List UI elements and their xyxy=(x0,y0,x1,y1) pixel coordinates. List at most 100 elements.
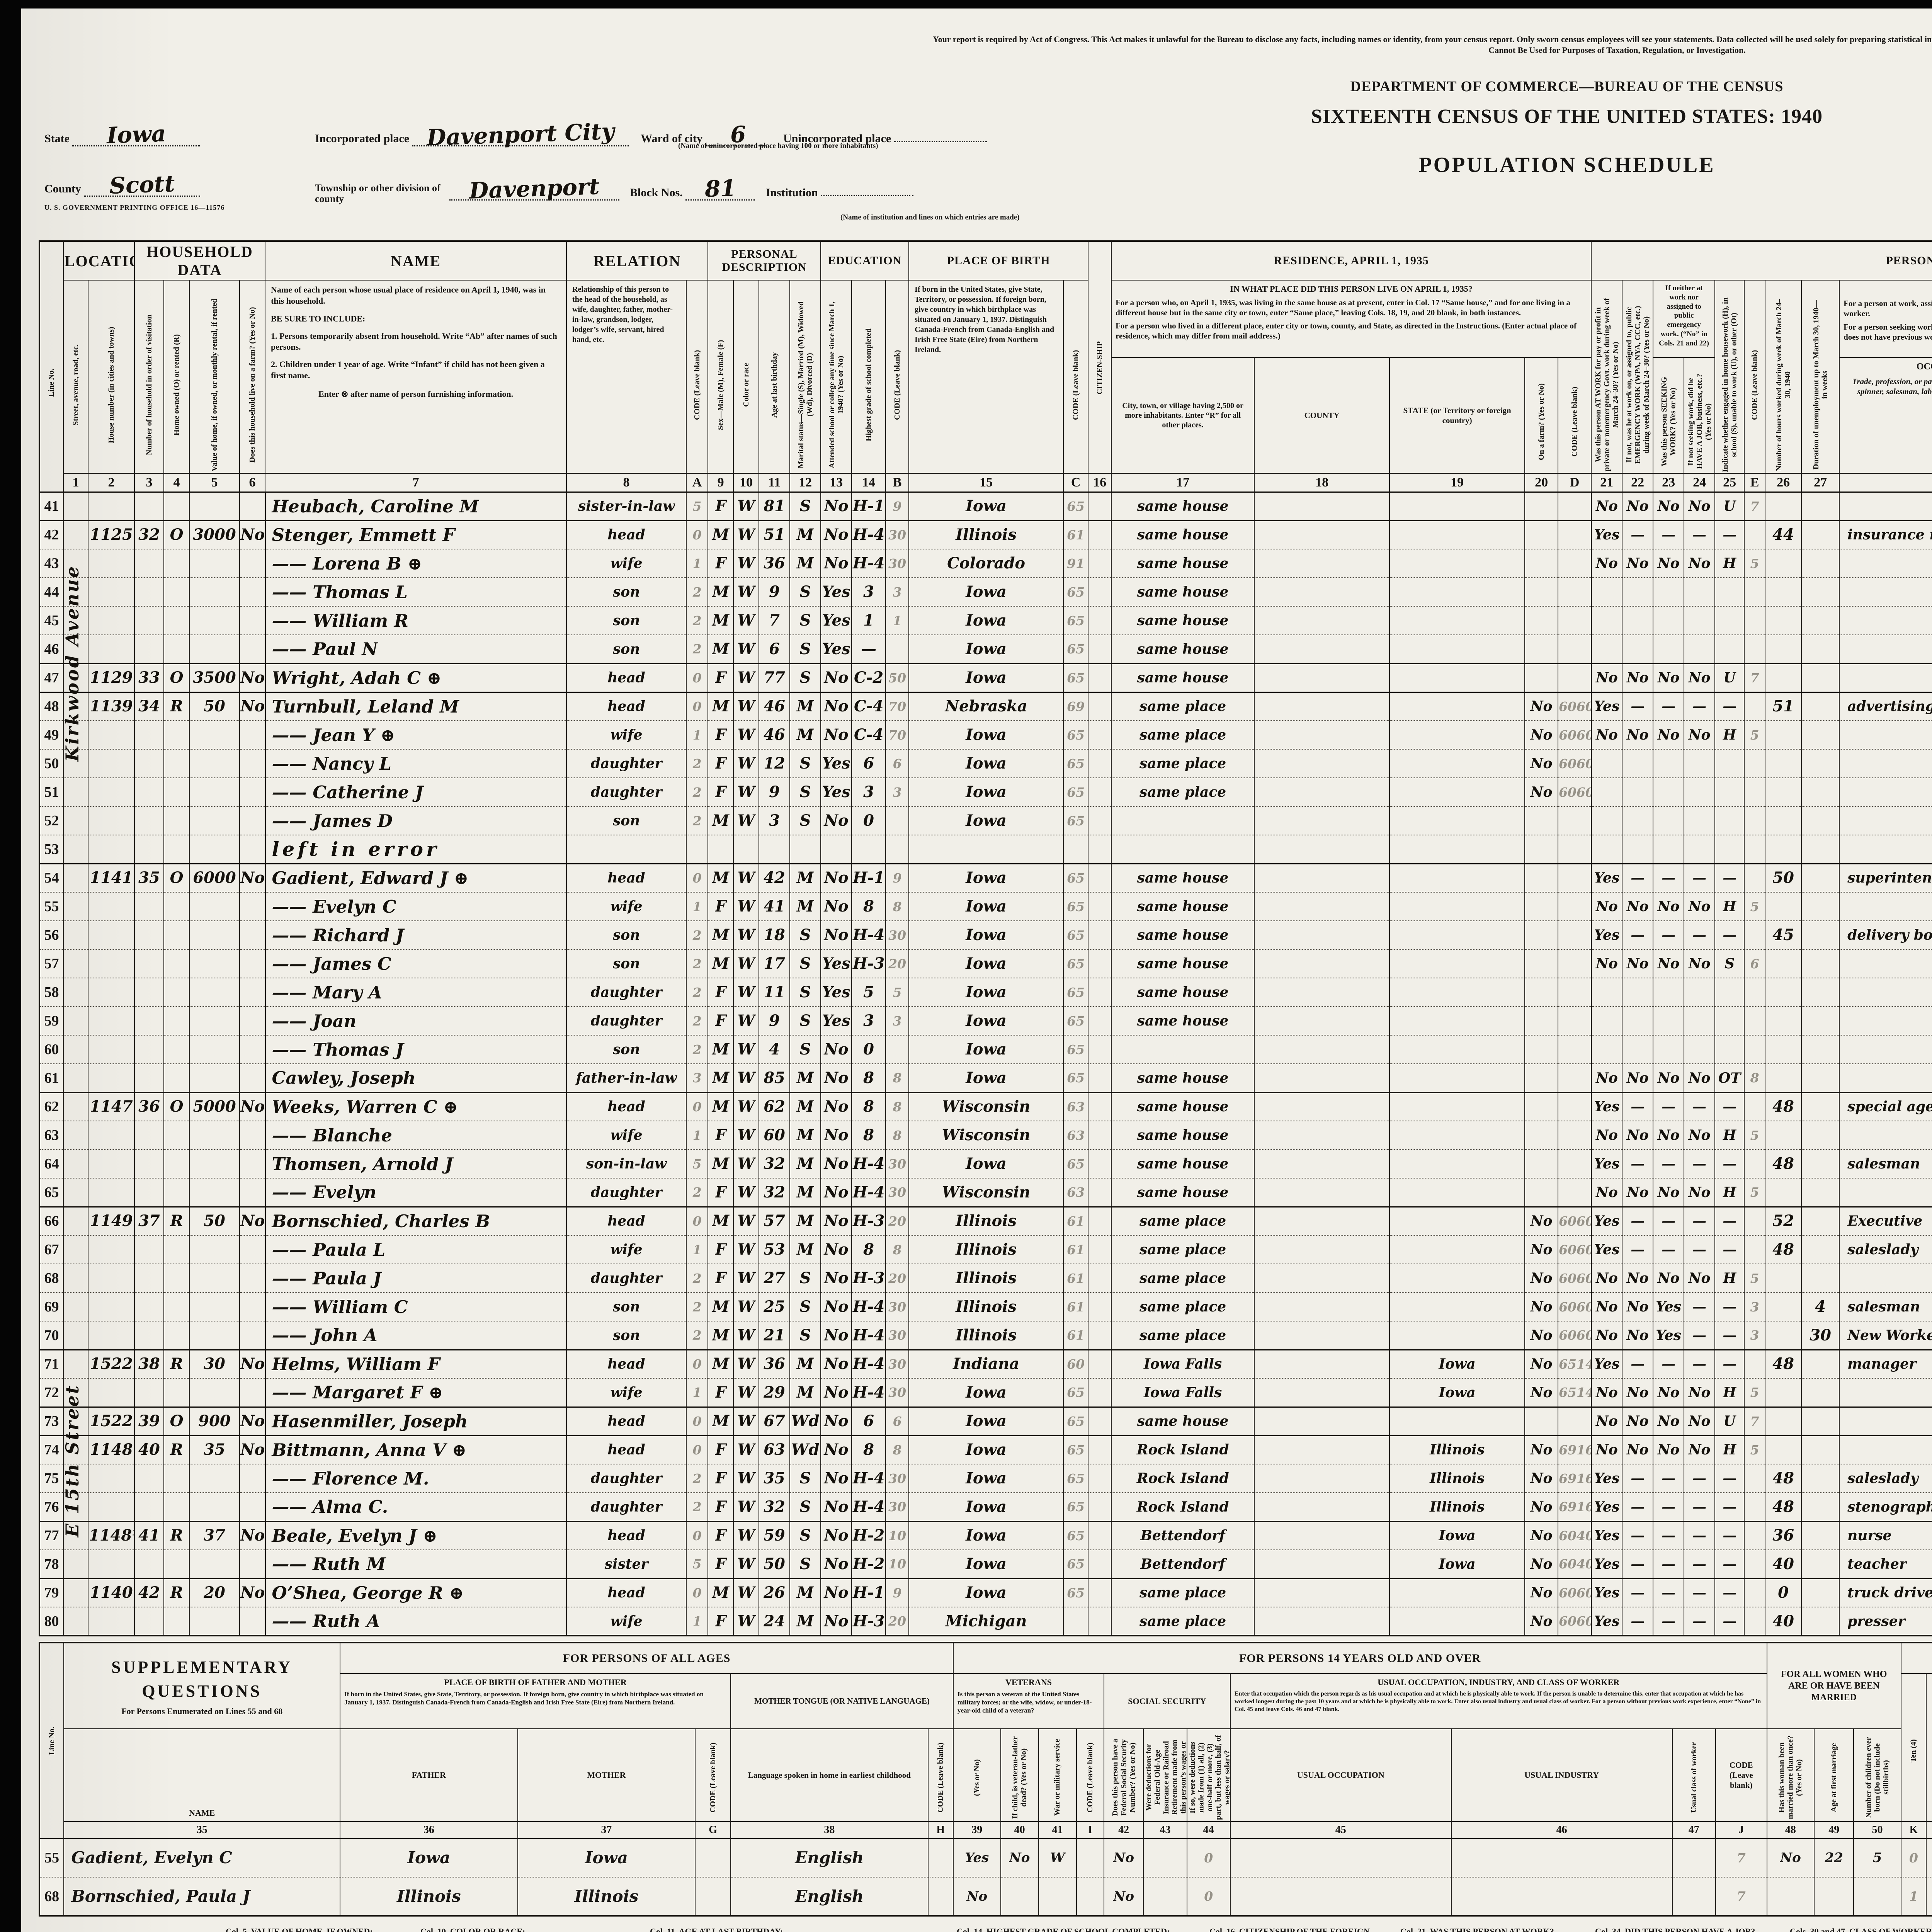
home-value-cell: 5000 xyxy=(189,1092,240,1121)
citizenship-cell xyxy=(1088,778,1112,807)
grade-cell: 3 xyxy=(852,578,886,607)
seeking-work-cell: Yes xyxy=(1653,1293,1685,1321)
emergency-work-cell: No xyxy=(1622,892,1654,921)
residence-state-cell xyxy=(1389,892,1526,921)
status-cell: — xyxy=(1715,1550,1745,1579)
have-job-cell: No xyxy=(1684,1406,1716,1436)
marital-cell: S xyxy=(790,1493,821,1522)
unemployment-duration-cell xyxy=(1801,1235,1840,1264)
race-cell: W xyxy=(733,1321,760,1350)
residence-city-cell: same house xyxy=(1111,606,1255,635)
residence-city-cell xyxy=(1111,806,1255,835)
residence-farm-cell xyxy=(1525,1150,1559,1179)
line-number-left: 53 xyxy=(39,835,64,864)
table-body: 41 Heubach, Caroline M sister-in-law 5 F… xyxy=(39,491,1932,1636)
unemployment-duration-cell xyxy=(1801,1464,1840,1493)
house-number-cell xyxy=(88,1607,135,1636)
census-sheet: Your report is required by Act of Congre… xyxy=(21,9,1932,1932)
birthplace-cell: Illinois xyxy=(909,1321,1064,1350)
home-value-cell xyxy=(189,778,240,807)
home-value-cell: 900 xyxy=(189,1406,240,1436)
supp-column-number: G xyxy=(695,1821,731,1839)
mother-birthplace-cell: Iowa xyxy=(517,1838,696,1878)
age-cell: 11 xyxy=(759,978,791,1007)
residence-code-cell xyxy=(1558,1121,1592,1150)
grade-cell: H-2 xyxy=(852,1550,886,1579)
have-job-cell: — xyxy=(1684,1520,1716,1550)
residence-state-cell: Illinois xyxy=(1389,1493,1526,1522)
occupation-cell: teacher xyxy=(1839,1550,1932,1579)
residence-county-cell xyxy=(1254,663,1390,692)
birthplace-cell: Iowa xyxy=(909,778,1064,807)
race-cell: W xyxy=(733,635,760,664)
usual-occupation-cell xyxy=(1230,1838,1452,1878)
street-cell xyxy=(63,691,88,721)
father-header: FATHER xyxy=(340,1728,518,1822)
residence-state-cell xyxy=(1389,1092,1526,1121)
citizenship-cell xyxy=(1088,549,1112,578)
birthplace-cell: Iowa xyxy=(909,1150,1064,1179)
residence-county-cell xyxy=(1254,1064,1390,1093)
status-code-cell: 5 xyxy=(1744,721,1766,750)
population-schedule-table: Line No. LOCATION HOUSEHOLD DATA NAME RE… xyxy=(39,240,1932,1636)
incorporated-place-label: Incorporated place xyxy=(315,132,410,145)
relation-code-cell: 2 xyxy=(686,1007,709,1036)
seeking-work-cell: — xyxy=(1653,1092,1685,1121)
age-cell: 85 xyxy=(759,1064,791,1093)
relation-code-cell: 0 xyxy=(686,1520,709,1550)
relation-cell: daughter xyxy=(566,778,687,807)
line-number-left: 56 xyxy=(39,921,64,950)
residence-city-cell: Rock Island xyxy=(1111,1464,1255,1493)
relation-code-cell: 0 xyxy=(686,1578,709,1607)
relation-code-cell: 2 xyxy=(686,921,709,950)
table-row: 77 1148½ 41 R 37 No Beale, Evelyn J ⊕ he… xyxy=(39,1520,1932,1550)
marital-cell: M xyxy=(790,520,821,549)
at-work-cell xyxy=(1590,835,1623,864)
occupation-cell: New Worker xyxy=(1839,1321,1932,1350)
occupation-cell xyxy=(1839,1121,1932,1150)
residence-county-cell xyxy=(1254,491,1390,521)
sex-cell: M xyxy=(708,1349,734,1379)
attended-school-cell: Yes xyxy=(821,749,852,778)
birthplace-code-cell: 65 xyxy=(1063,749,1089,778)
name-cell: —— Margaret F ⊕ xyxy=(264,1378,567,1407)
residence-county-cell xyxy=(1254,1121,1390,1150)
office-use-column-header: V-R (5) xyxy=(1926,1673,1932,1822)
grade-cell: H-1 xyxy=(852,491,886,521)
occupation-cell: presser xyxy=(1839,1607,1932,1636)
farm-cell: No xyxy=(240,863,266,893)
column-number: 8 xyxy=(566,473,687,492)
grade-code-cell: 5 xyxy=(886,978,910,1007)
relation-code-cell xyxy=(686,835,709,864)
institution-value xyxy=(821,195,914,196)
have-job-cell xyxy=(1684,835,1716,864)
occupation-cell: delivery boy xyxy=(1839,921,1932,950)
residence-code-cell xyxy=(1558,978,1592,1007)
status-code-header: CODE (Leave blank) xyxy=(1744,280,1766,474)
table-row: 47 1129 33 O 3500 No Wright, Adah C ⊕ he… xyxy=(39,663,1932,692)
farm-cell: No xyxy=(240,1406,266,1436)
residence-city-cell: same house xyxy=(1111,491,1255,521)
war-service-header: War or military service xyxy=(1038,1728,1077,1822)
column-number: 13 xyxy=(820,473,852,492)
supp-column-number: 43 xyxy=(1143,1821,1187,1839)
race-cell: W xyxy=(733,691,760,721)
status-cell: U xyxy=(1715,663,1745,692)
col16-note: Col. 16. CITIZENSHIP OF THE FOREIGN BORN… xyxy=(1209,1927,1370,1932)
residence-county-cell xyxy=(1254,1520,1390,1550)
residence-county-cell xyxy=(1254,1206,1390,1236)
owned-rented-cell: O xyxy=(164,1406,190,1436)
farm-cell xyxy=(240,749,266,778)
at-work-cell: Yes xyxy=(1590,1493,1623,1522)
line-number-left: 77 xyxy=(39,1520,64,1550)
home-value-cell xyxy=(189,978,240,1007)
have-job-cell: — xyxy=(1684,520,1716,549)
usual-industry-cell xyxy=(1451,1877,1673,1916)
have-job-cell: — xyxy=(1684,1235,1716,1264)
name-cell: —— William C xyxy=(264,1293,567,1321)
age-header: Age at last birthday xyxy=(759,280,791,474)
residence-farm-cell xyxy=(1525,949,1559,978)
citizenship-cell xyxy=(1088,691,1112,721)
birthplace-code-cell: 65 xyxy=(1063,1064,1089,1093)
column-number: 20 xyxy=(1524,473,1559,492)
